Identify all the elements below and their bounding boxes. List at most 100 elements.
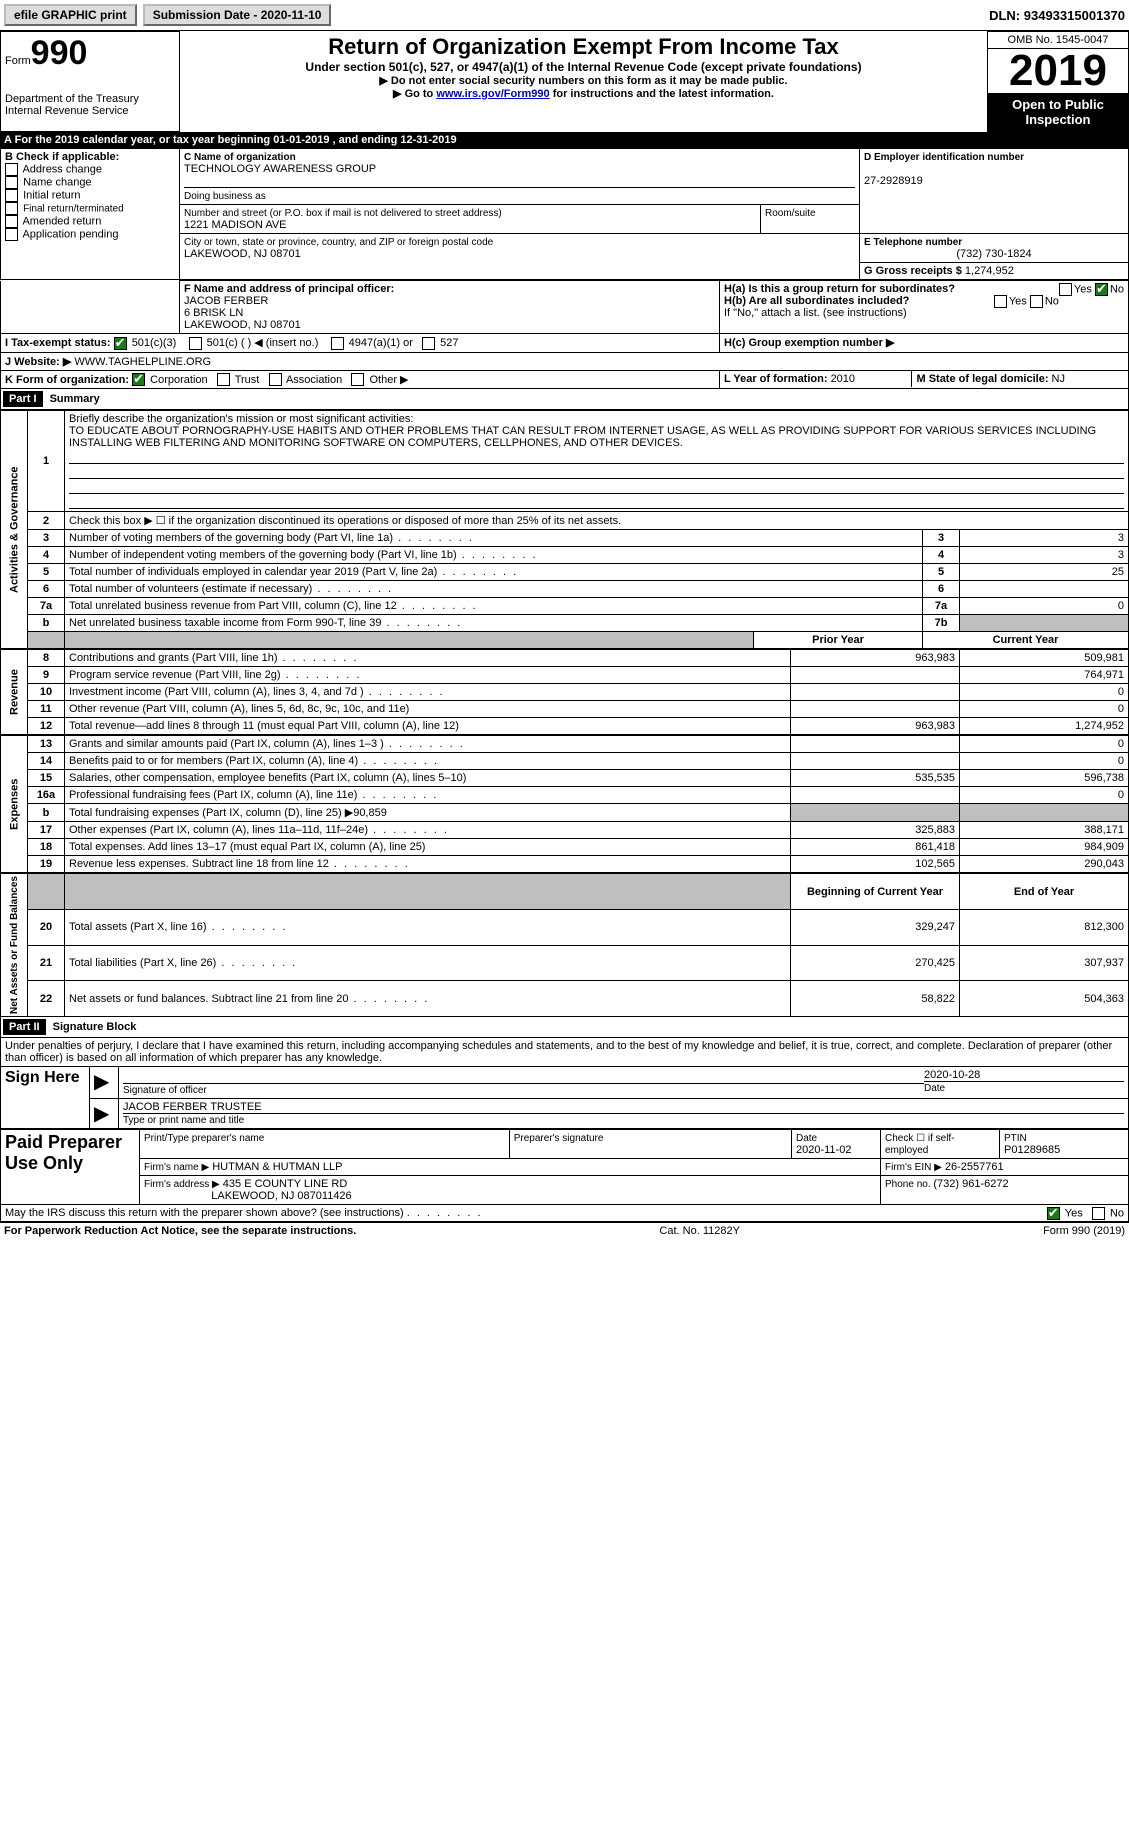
year-formation: 2010 <box>831 373 855 385</box>
l22-n: 22 <box>28 981 65 1017</box>
submission-date-button[interactable]: Submission Date - 2020-11-10 <box>143 4 332 26</box>
footer-right: Form 990 (2019) <box>1043 1225 1125 1237</box>
l19-label: Revenue less expenses. Subtract line 18 … <box>65 856 791 873</box>
lbl-assoc: Association <box>286 374 342 386</box>
sign-here-label: Sign Here <box>1 1067 90 1129</box>
dept-label: Department of the Treasury Internal Reve… <box>5 93 175 117</box>
prep-col1: Print/Type preparer's name <box>144 1133 264 1144</box>
chk-app-pending[interactable] <box>5 228 18 241</box>
chk-4947[interactable] <box>331 337 344 350</box>
l15-p: 535,535 <box>791 770 960 787</box>
lbl-name-change: Name change <box>23 176 92 188</box>
note-goto-post: for instructions and the latest informat… <box>550 88 774 100</box>
l7b-k: 7b <box>923 615 960 632</box>
chk-other[interactable] <box>351 373 364 386</box>
chk-corp[interactable] <box>132 373 145 386</box>
chk-527[interactable] <box>422 337 435 350</box>
paid-preparer-label: Paid Preparer Use Only <box>1 1130 140 1205</box>
prep-date: 2020-11-02 <box>796 1144 851 1156</box>
dln: DLN: 93493315001370 <box>989 8 1125 23</box>
l12-label: Total revenue—add lines 8 through 11 (mu… <box>65 718 791 735</box>
l16a-p <box>791 787 960 804</box>
chk-amended[interactable] <box>5 215 18 228</box>
lbl-no: No <box>1110 283 1124 295</box>
line-a: A For the 2019 calendar year, or tax yea… <box>0 132 1129 148</box>
chk-discuss-yes[interactable] <box>1047 1207 1060 1220</box>
form-title: Return of Organization Exempt From Incom… <box>184 34 983 60</box>
l12-n: 12 <box>28 718 65 735</box>
chk-final-return[interactable] <box>5 202 18 215</box>
l15-n: 15 <box>28 770 65 787</box>
l3-n: 3 <box>28 530 65 547</box>
lbl-4947: 4947(a)(1) or <box>349 337 413 349</box>
l4-k: 4 <box>923 547 960 564</box>
chk-ha-no[interactable] <box>1095 283 1108 296</box>
l6-n: 6 <box>28 581 65 598</box>
l7a-label: Total unrelated business revenue from Pa… <box>65 598 923 615</box>
l9-n: 9 <box>28 667 65 684</box>
firm-addr: 435 E COUNTY LINE RD <box>223 1178 348 1190</box>
hdr-boy: Beginning of Current Year <box>791 874 960 910</box>
box-m-label: M State of legal domicile: <box>916 373 1051 385</box>
footer: For Paperwork Reduction Act Notice, see … <box>0 1222 1129 1239</box>
org-name: TECHNOLOGY AWARENESS GROUP <box>184 163 376 175</box>
l10-p <box>791 684 960 701</box>
l1-label: Briefly describe the organization's miss… <box>69 413 413 425</box>
dln-value: 93493315001370 <box>1024 8 1125 23</box>
room-label: Room/suite <box>765 208 816 219</box>
l7a-v: 0 <box>960 598 1129 615</box>
l17-n: 17 <box>28 822 65 839</box>
expenses-table: Expenses 13Grants and similar amounts pa… <box>0 735 1129 873</box>
note-goto-pre: Go to <box>393 88 436 100</box>
l21-p: 270,425 <box>791 945 960 981</box>
box-l-label: L Year of formation: <box>724 373 831 385</box>
vlabel-na: Net Assets or Fund Balances <box>1 874 28 1017</box>
l12-p: 963,983 <box>791 718 960 735</box>
l13-p <box>791 736 960 753</box>
lbl-yes: Yes <box>1074 283 1092 295</box>
firm-addr-label: Firm's address ▶ <box>144 1179 220 1190</box>
box-c-label: C Name of organization <box>184 152 296 163</box>
l6-label: Total number of volunteers (estimate if … <box>65 581 923 598</box>
form-label: Form <box>5 55 31 67</box>
box-j-label: J Website: ▶ <box>5 356 71 368</box>
l16a-n: 16a <box>28 787 65 804</box>
efile-button[interactable]: efile GRAPHIC print <box>4 4 137 26</box>
box-e-label: E Telephone number <box>864 237 962 248</box>
chk-hb-yes[interactable] <box>994 295 1007 308</box>
l16a-c: 0 <box>960 787 1129 804</box>
chk-discuss-no[interactable] <box>1092 1207 1105 1220</box>
lbl-501c3: 501(c)(3) <box>132 337 177 349</box>
lbl-trust: Trust <box>235 374 260 386</box>
chk-name-change[interactable] <box>5 176 18 189</box>
prep-ptin: P01289685 <box>1004 1144 1060 1156</box>
vlabel-exp: Expenses <box>1 736 28 873</box>
l16b-label: Total fundraising expenses (Part IX, col… <box>65 804 791 822</box>
revenue-table: Revenue 8Contributions and grants (Part … <box>0 649 1129 735</box>
l11-label: Other revenue (Part VIII, column (A), li… <box>65 701 791 718</box>
chk-trust[interactable] <box>217 373 230 386</box>
chk-assoc[interactable] <box>269 373 282 386</box>
irs-link[interactable]: www.irs.gov/Form990 <box>436 88 549 100</box>
chk-address-change[interactable] <box>5 163 18 176</box>
lbl-501c: 501(c) ( ) ◀ (insert no.) <box>207 337 319 349</box>
chk-initial-return[interactable] <box>5 189 18 202</box>
chk-ha-yes[interactable] <box>1059 283 1072 296</box>
l8-c: 509,981 <box>960 650 1129 667</box>
h-a-label: H(a) Is this a group return for subordin… <box>724 283 955 295</box>
l5-k: 5 <box>923 564 960 581</box>
lbl-no2: No <box>1045 295 1059 307</box>
l17-c: 388,171 <box>960 822 1129 839</box>
chk-hb-no[interactable] <box>1030 295 1043 308</box>
l12-c: 1,274,952 <box>960 718 1129 735</box>
l18-label: Total expenses. Add lines 13–17 (must eq… <box>65 839 791 856</box>
addr-label: Number and street (or P.O. box if mail i… <box>184 208 502 219</box>
l19-n: 19 <box>28 856 65 873</box>
chk-501c3[interactable] <box>114 337 127 350</box>
l22-label: Net assets or fund balances. Subtract li… <box>65 981 791 1017</box>
prep-col5: PTIN <box>1004 1133 1027 1144</box>
chk-501c[interactable] <box>189 337 202 350</box>
l20-p: 329,247 <box>791 909 960 945</box>
l5-n: 5 <box>28 564 65 581</box>
street-address: 1221 MADISON AVE <box>184 219 287 231</box>
